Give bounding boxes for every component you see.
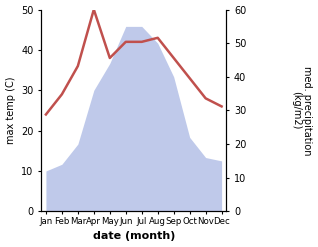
Y-axis label: med. precipitation
(kg/m2): med. precipitation (kg/m2)	[291, 66, 313, 155]
X-axis label: date (month): date (month)	[93, 231, 175, 242]
Y-axis label: max temp (C): max temp (C)	[5, 77, 16, 144]
